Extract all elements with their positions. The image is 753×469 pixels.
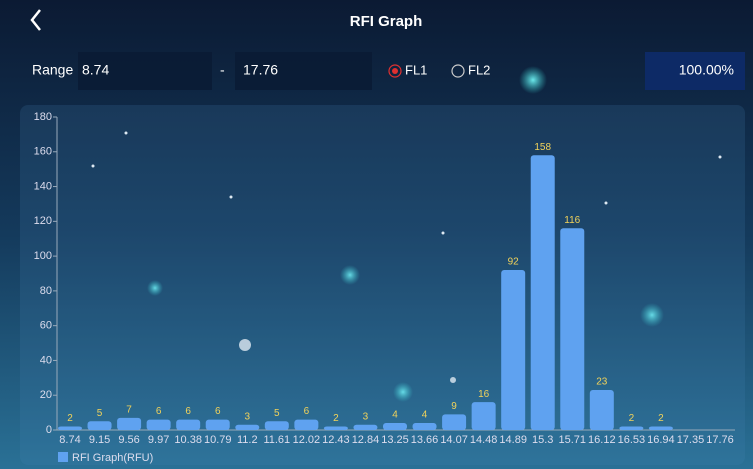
data-label: 6 — [156, 406, 162, 417]
data-label: 7 — [126, 404, 132, 415]
bar — [323, 426, 348, 430]
data-label: 2 — [658, 413, 664, 424]
range-max-input[interactable] — [235, 52, 372, 90]
data-label: 6 — [215, 406, 221, 417]
x-tick-label: 13.66 — [411, 434, 439, 446]
legend-label: RFI Graph(RFU) — [72, 452, 153, 464]
x-tick-label: 15.3 — [532, 434, 553, 446]
data-label: 3 — [244, 411, 250, 422]
option-label: FL2 — [468, 62, 490, 77]
x-tick-label: 16.53 — [618, 434, 646, 446]
y-tick-label: 140 — [34, 180, 52, 192]
x-tick-label: 14.07 — [440, 434, 468, 446]
y-tick-label: 40 — [40, 354, 52, 366]
bar — [589, 390, 614, 430]
bar — [235, 424, 260, 430]
y-tick-label: 60 — [40, 320, 52, 332]
range-label: Range — [32, 62, 73, 78]
x-tick-label: 10.79 — [204, 434, 232, 446]
x-tick-label: 11.2 — [237, 434, 258, 446]
data-label: 2 — [67, 413, 73, 424]
y-tick-label: 0 — [46, 424, 52, 436]
options: FL1 FL2 — [388, 62, 490, 78]
stars — [91, 66, 722, 402]
x-tick-label: 9.56 — [118, 434, 139, 446]
bar — [117, 417, 142, 430]
data-label: 92 — [508, 257, 520, 268]
chart: 0 20 40 60 80 100 120 140 160 180 8.74 2 9.15 5 9.56 7 9… — [34, 111, 735, 464]
x-tick-label: 13.25 — [381, 434, 409, 446]
bar — [58, 426, 82, 430]
data-label: 4 — [392, 410, 398, 421]
x-tick-label: 17.35 — [677, 434, 705, 446]
range-max: 17.76 — [243, 62, 278, 78]
x-tick-label: 14.48 — [470, 434, 498, 446]
bar — [560, 228, 585, 430]
radio[interactable] — [451, 64, 465, 78]
x-tick-label: 16.94 — [647, 434, 675, 446]
x-tick-label: 12.84 — [352, 434, 380, 446]
data-label: 2 — [629, 413, 635, 424]
back-button[interactable] — [30, 9, 41, 31]
bar — [471, 402, 496, 430]
title: RFI Graph — [350, 13, 423, 30]
data-label: 116 — [564, 215, 580, 226]
range-min: 8.74 — [82, 62, 109, 78]
data-label: 158 — [534, 142, 551, 153]
y-tick-label: 20 — [40, 389, 52, 401]
range-min-input[interactable] — [78, 52, 212, 90]
radio[interactable] — [388, 64, 402, 78]
radio-dot — [392, 68, 398, 74]
data-label: 6 — [304, 406, 310, 417]
bar — [146, 419, 171, 430]
data-label: 5 — [97, 408, 103, 419]
bar — [648, 426, 673, 430]
data-label: 2 — [333, 413, 339, 424]
bar — [176, 419, 201, 430]
bar — [87, 421, 112, 430]
x-tick-label: 10.38 — [174, 434, 202, 446]
data-label: 3 — [363, 411, 369, 422]
percent-box — [645, 52, 745, 90]
y-tick-label: 80 — [40, 285, 52, 297]
bar — [619, 426, 644, 430]
x-tick-label: 14.89 — [499, 434, 527, 446]
y-tick-label: 100 — [34, 250, 52, 262]
y-tick-label: 120 — [34, 215, 52, 227]
bar — [412, 423, 437, 430]
data-label: 5 — [274, 408, 280, 419]
x-tick-label: 8.74 — [59, 434, 80, 446]
y-tick-label: 160 — [34, 146, 52, 158]
bar — [442, 414, 467, 430]
legend-swatch — [58, 452, 68, 462]
bar — [383, 423, 407, 430]
x-tick-label: 9.97 — [148, 434, 169, 446]
percent: 100.00% — [679, 62, 734, 78]
y-tick-label: 180 — [34, 111, 52, 123]
data-label: 23 — [596, 377, 608, 388]
data-label: 4 — [422, 410, 428, 421]
data-label: 16 — [478, 389, 490, 400]
x-tick-label: 12.02 — [293, 434, 321, 446]
bar — [205, 419, 230, 430]
x-tick-label: 17.76 — [706, 434, 734, 446]
x-tick-label: 11.61 — [263, 434, 290, 446]
x-tick-label: 12.43 — [322, 434, 350, 446]
data-label: 6 — [185, 406, 191, 417]
range-separator: - — [220, 62, 225, 78]
bar — [353, 424, 378, 430]
bar — [294, 419, 319, 430]
bar — [264, 421, 289, 430]
x-tick-label: 9.15 — [89, 434, 110, 446]
data-label: 9 — [451, 401, 457, 412]
x-tick-label: 15.71 — [559, 434, 587, 446]
bar — [530, 155, 555, 430]
x-tick-label: 16.12 — [588, 434, 616, 446]
option-label: FL1 — [405, 62, 427, 77]
bar — [501, 270, 526, 430]
